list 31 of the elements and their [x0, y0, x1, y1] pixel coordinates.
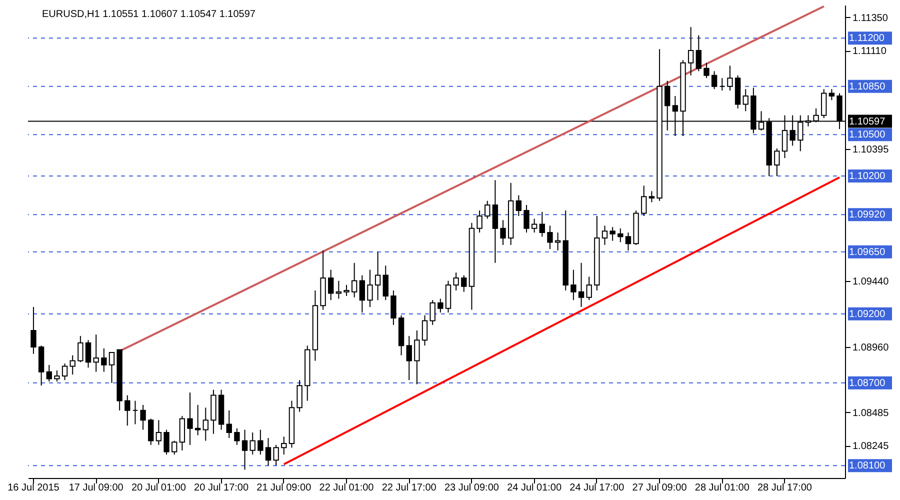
- ref-line-label: 1.10500: [849, 130, 886, 141]
- chart-title: EURUSD,H1 1.10551 1.10607 1.10547 1.10597: [42, 9, 256, 20]
- x-tick-label: 24 Jul 17:00: [570, 482, 625, 494]
- x-tick-label: 23 Jul 09:00: [444, 482, 500, 494]
- x-tick-label: 16 Jul 2015: [8, 482, 60, 494]
- y-tick-label: 1.11350: [852, 12, 888, 24]
- x-tick-label: 27 Jul 09:00: [632, 482, 688, 494]
- x-tick-label: 28 Jul 17:00: [757, 482, 812, 494]
- ref-line-label: 1.08700: [849, 378, 886, 389]
- x-tick-label: 21 Jul 09:00: [256, 482, 312, 494]
- y-tick-label: 1.11110: [852, 46, 887, 58]
- y-tick-label: 1.08960: [852, 342, 890, 354]
- x-tick-label: 24 Jul 01:00: [507, 482, 562, 494]
- ref-line-label: 1.08100: [849, 460, 886, 472]
- ref-line-label: 1.09200: [849, 308, 886, 320]
- ref-line-label: 1.10597: [849, 116, 886, 128]
- ref-line-label: 1.09920: [849, 210, 886, 221]
- y-tick-label: 1.08245: [852, 441, 890, 452]
- x-tick-label: 17 Jul 09:00: [68, 482, 124, 494]
- y-tick-label: 1.10395: [852, 144, 890, 156]
- ref-line-label: 1.11200: [849, 33, 885, 44]
- ref-line-label: 1.10850: [849, 81, 886, 92]
- x-tick-label: 22 Jul 01:00: [319, 482, 374, 494]
- y-tick-label: 1.08485: [852, 408, 890, 419]
- x-tick-label: 22 Jul 17:00: [382, 482, 437, 494]
- x-tick-label: 28 Jul 01:00: [694, 482, 750, 494]
- y-tick-label: 1.09440: [852, 276, 890, 288]
- x-tick-label: 20 Jul 17:00: [194, 482, 249, 494]
- ref-line-label: 1.10200: [849, 170, 886, 182]
- ref-line-label: 1.09650: [849, 246, 886, 258]
- x-tick-label: 20 Jul 01:00: [131, 482, 186, 494]
